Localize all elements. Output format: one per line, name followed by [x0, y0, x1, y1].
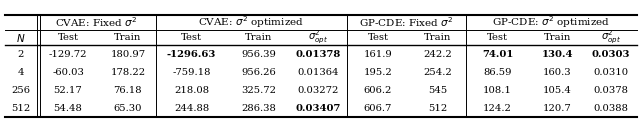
- Text: -129.72: -129.72: [49, 50, 87, 59]
- Text: 956.39: 956.39: [241, 50, 276, 59]
- Text: 54.48: 54.48: [54, 104, 83, 113]
- Text: Train: Train: [244, 33, 272, 42]
- Text: 180.97: 180.97: [110, 50, 145, 59]
- Text: 956.26: 956.26: [241, 68, 276, 77]
- Text: 0.01364: 0.01364: [298, 68, 339, 77]
- Text: 286.38: 286.38: [241, 104, 276, 113]
- Text: Test: Test: [367, 33, 388, 42]
- Text: 0.0310: 0.0310: [594, 68, 628, 77]
- Text: 178.22: 178.22: [110, 68, 145, 77]
- Text: CVAE: Fixed $\sigma^2$: CVAE: Fixed $\sigma^2$: [55, 15, 138, 29]
- Text: 244.88: 244.88: [174, 104, 209, 113]
- Text: 161.9: 161.9: [364, 50, 392, 59]
- Text: 130.4: 130.4: [541, 50, 573, 59]
- Text: -60.03: -60.03: [52, 68, 84, 77]
- Text: 0.0303: 0.0303: [592, 50, 630, 59]
- Text: CVAE: $\sigma^2$ optimized: CVAE: $\sigma^2$ optimized: [198, 14, 305, 30]
- Text: 195.2: 195.2: [364, 68, 392, 77]
- Text: 545: 545: [428, 86, 447, 95]
- Text: 2: 2: [18, 50, 24, 59]
- Text: 606.7: 606.7: [364, 104, 392, 113]
- Text: -1296.63: -1296.63: [167, 50, 216, 59]
- Text: 254.2: 254.2: [424, 68, 452, 77]
- Text: 160.3: 160.3: [543, 68, 572, 77]
- Text: $N$: $N$: [16, 32, 26, 44]
- Text: 120.7: 120.7: [543, 104, 572, 113]
- Text: GP-CDE: Fixed $\sigma^2$: GP-CDE: Fixed $\sigma^2$: [359, 15, 454, 29]
- Text: 242.2: 242.2: [424, 50, 452, 59]
- Text: 86.59: 86.59: [483, 68, 512, 77]
- Text: 256: 256: [12, 86, 30, 95]
- Text: 105.4: 105.4: [543, 86, 572, 95]
- Text: 325.72: 325.72: [241, 86, 276, 95]
- Text: $\sigma^2_{opt}$: $\sigma^2_{opt}$: [308, 29, 328, 46]
- Text: Train: Train: [114, 33, 141, 42]
- Text: 512: 512: [428, 104, 447, 113]
- Text: 65.30: 65.30: [113, 104, 142, 113]
- Text: 218.08: 218.08: [174, 86, 209, 95]
- Text: 76.18: 76.18: [113, 86, 142, 95]
- Text: Test: Test: [487, 33, 508, 42]
- Text: Test: Test: [181, 33, 202, 42]
- Text: Test: Test: [58, 33, 79, 42]
- Text: 606.2: 606.2: [364, 86, 392, 95]
- Text: 108.1: 108.1: [483, 86, 512, 95]
- Text: Train: Train: [424, 33, 451, 42]
- Text: 0.03272: 0.03272: [298, 86, 339, 95]
- Text: 52.17: 52.17: [54, 86, 83, 95]
- Text: 512: 512: [12, 104, 31, 113]
- Text: $\sigma^2_{opt}$: $\sigma^2_{opt}$: [601, 29, 621, 46]
- Text: GP-CDE: $\sigma^2$ optimized: GP-CDE: $\sigma^2$ optimized: [492, 14, 611, 30]
- Text: 0.01378: 0.01378: [296, 50, 341, 59]
- Text: Train: Train: [543, 33, 571, 42]
- Text: 0.0388: 0.0388: [594, 104, 628, 113]
- Text: 74.01: 74.01: [482, 50, 513, 59]
- Text: 0.03407: 0.03407: [296, 104, 341, 113]
- Text: 124.2: 124.2: [483, 104, 512, 113]
- Text: 4: 4: [18, 68, 24, 77]
- Text: -759.18: -759.18: [172, 68, 211, 77]
- Text: 0.0378: 0.0378: [594, 86, 628, 95]
